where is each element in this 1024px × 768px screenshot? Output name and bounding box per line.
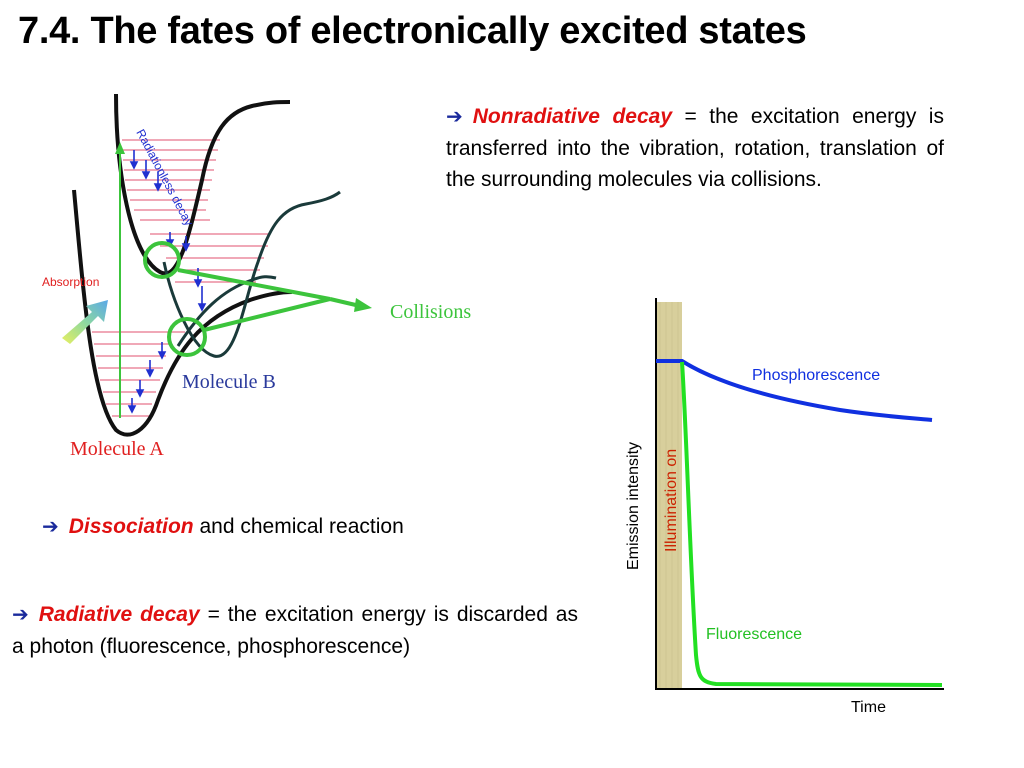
- bullet-arrow-icon: ➔: [42, 516, 59, 538]
- collision-pointer: [177, 268, 361, 332]
- absorption-arrow-icon: [62, 300, 108, 344]
- phosphorescence-curve: [656, 359, 933, 422]
- radiative-decay-text: = the excitation energy is discarded as …: [12, 603, 578, 658]
- molecule-a-excited-curve: [114, 93, 291, 276]
- illumination-label: Illumination on: [663, 449, 680, 552]
- nonradiative-decay-text: = the excitation energy is transferred i…: [446, 105, 944, 191]
- fluorescence-curve: [680, 361, 943, 687]
- absorption-label: Absorption: [42, 275, 99, 289]
- collision-circle-upper: [143, 241, 181, 279]
- dissociation-term: Dissociation: [68, 515, 194, 538]
- fluorescence-label: Fluorescence: [706, 626, 802, 643]
- nonradiative-decay-paragraph: ➔ Nonradiative decay = the excitation ene…: [446, 101, 944, 195]
- molecule-a-ground-curve: [72, 189, 293, 437]
- radiative-decay-paragraph: ➔ Radiative decay = the excitation energy…: [12, 599, 578, 662]
- molecule-b-label: Molecule B: [182, 371, 276, 393]
- slide-title: 7.4. The fates of electronically excited…: [18, 10, 807, 52]
- ground-vibrational-levels: [92, 331, 185, 417]
- y-axis-label: Emission intensity: [625, 442, 642, 570]
- nonradiative-decay-term: Nonradiative decay: [472, 105, 672, 128]
- collision-circle-lower: [167, 317, 207, 357]
- bullet-arrow-icon: ➔: [446, 106, 463, 128]
- dissociation-text: and chemical reaction: [193, 515, 404, 538]
- bullet-arrow-icon: ➔: [12, 604, 29, 626]
- molecule-b-curve: [162, 190, 341, 358]
- x-axis-label: Time: [851, 699, 886, 716]
- phosphorescence-label: Phosphorescence: [752, 367, 880, 384]
- collisions-label: Collisions: [390, 301, 471, 323]
- dissociation-paragraph: ➔ Dissociation and chemical reaction: [42, 511, 502, 543]
- radiative-decay-term: Radiative decay: [38, 603, 200, 626]
- molecule-a-label: Molecule A: [70, 438, 164, 460]
